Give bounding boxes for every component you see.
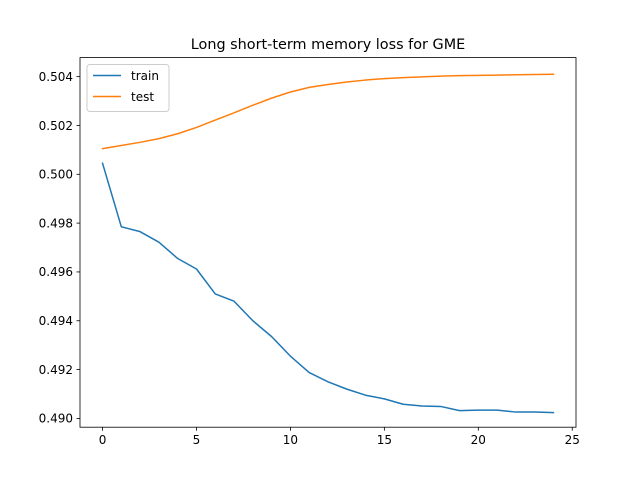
x-tick-label: 20 bbox=[471, 433, 486, 447]
y-tick-label: 0.496 bbox=[39, 265, 73, 279]
x-tick-label: 25 bbox=[565, 433, 580, 447]
legend-label-train: train bbox=[131, 69, 159, 83]
x-tick-label: 5 bbox=[193, 433, 201, 447]
y-tick-label: 0.498 bbox=[39, 216, 73, 230]
plot-lines bbox=[102, 74, 553, 413]
x-tick-label: 15 bbox=[377, 433, 392, 447]
chart-legend: train test bbox=[87, 65, 169, 112]
x-tick-label: 0 bbox=[99, 433, 107, 447]
y-tick-label: 0.494 bbox=[39, 314, 73, 328]
plot-frame bbox=[80, 58, 576, 428]
y-tick-label: 0.502 bbox=[39, 119, 73, 133]
x-axis: 0 5 10 15 20 25 bbox=[99, 427, 580, 447]
y-tick-label: 0.490 bbox=[39, 412, 73, 426]
y-tick-label: 0.492 bbox=[39, 363, 73, 377]
series-line-train bbox=[103, 163, 554, 412]
series-line-test bbox=[103, 74, 554, 148]
chart-title: Long short-term memory loss for GME bbox=[191, 37, 465, 53]
y-tick-label: 0.500 bbox=[39, 168, 73, 182]
y-axis: 0.490 0.492 0.494 0.496 0.498 0.500 0.502 0.504 bbox=[39, 70, 80, 426]
legend-label-test: test bbox=[131, 90, 154, 104]
x-tick-label: 10 bbox=[283, 433, 298, 447]
y-tick-label: 0.504 bbox=[39, 70, 73, 84]
